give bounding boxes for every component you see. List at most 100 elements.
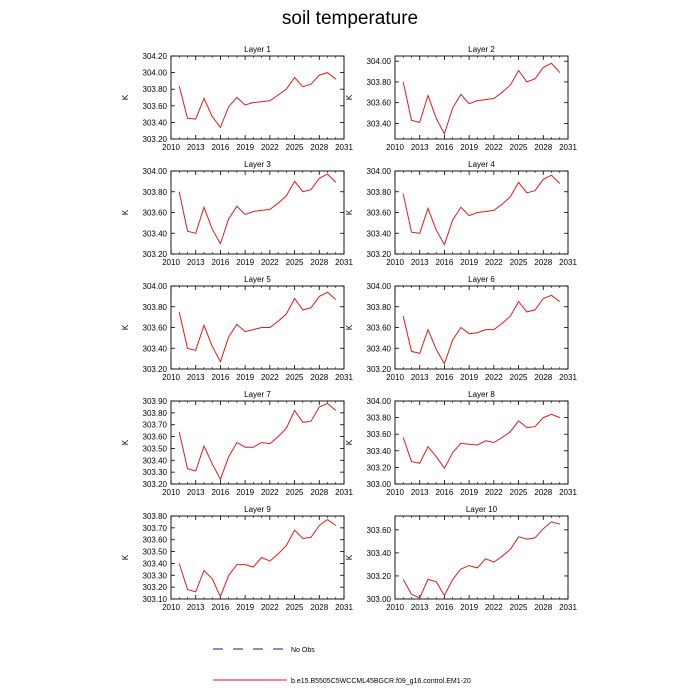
series-line — [402, 413, 560, 470]
x-tick-label: 2013 — [187, 143, 205, 152]
panel-title: Layer 3 — [244, 160, 271, 169]
y-tick-label: 303.80 — [367, 188, 392, 197]
y-tick-label: 303.60 — [143, 324, 168, 333]
y-tick-label: 303.80 — [143, 512, 168, 521]
y-tick-label: 303.00 — [367, 480, 392, 489]
x-tick-label: 2031 — [335, 143, 353, 152]
x-tick-label: 2019 — [236, 258, 254, 267]
y-tick-label: 303.50 — [143, 548, 168, 557]
chart-panel-2: Layer 2 K 2010 2013 2016 2019 2022 2025 2028 2031… — [345, 45, 577, 152]
y-tick-label: 303.30 — [143, 571, 168, 580]
x-tick-label: 2010 — [162, 258, 180, 267]
x-tick-label: 2028 — [310, 143, 328, 152]
x-tick-label: 2010 — [386, 603, 404, 612]
x-tick-label: 2025 — [286, 258, 304, 267]
x-tick-label: 2016 — [212, 258, 230, 267]
x-tick-label: 2022 — [485, 603, 503, 612]
legend-label-model: b.e15.B5505C5WCCML45BGCR.f09_g16.control… — [291, 678, 471, 685]
y-axis-label: K — [121, 554, 130, 560]
x-tick-label: 2013 — [187, 258, 205, 267]
x-tick-label: 2013 — [411, 258, 429, 267]
x-tick-label: 2031 — [559, 373, 577, 382]
plot-frame — [170, 55, 345, 140]
y-tick-label: 303.20 — [367, 250, 392, 259]
x-tick-label: 2031 — [335, 488, 353, 497]
panel-title: Layer 9 — [244, 505, 271, 514]
x-tick-label: 2016 — [436, 143, 454, 152]
y-tick-label: 303.20 — [143, 250, 168, 259]
panel-title: Layer 10 — [466, 505, 498, 514]
y-axis-label: K — [121, 209, 130, 215]
chart-panel-3: Layer 3 K 2010 2013 2016 2019 2022 2025 2028 2031… — [121, 160, 353, 267]
x-tick-label: 2031 — [559, 143, 577, 152]
x-tick-label: 2010 — [162, 373, 180, 382]
x-tick-label: 2010 — [162, 603, 180, 612]
series-line — [178, 173, 337, 245]
legend: No Obs b.e15.B5505C5WCCML45BGCR.f09_g16.c… — [213, 647, 471, 685]
y-tick-label: 304.00 — [367, 282, 392, 291]
x-tick-label: 2016 — [436, 488, 454, 497]
y-tick-label: 303.60 — [367, 99, 392, 108]
x-tick-label: 2016 — [436, 603, 454, 612]
y-axis-label: K — [121, 439, 130, 445]
x-tick-label: 2013 — [411, 603, 429, 612]
page-title: soil temperature — [281, 8, 419, 29]
x-tick-label: 2019 — [236, 488, 254, 497]
x-tick-label: 2010 — [386, 143, 404, 152]
y-tick-label: 303.10 — [143, 595, 168, 604]
series-line — [178, 518, 337, 598]
y-tick-label: 303.40 — [143, 229, 168, 238]
x-tick-label: 2031 — [559, 488, 577, 497]
x-tick-label: 2016 — [436, 373, 454, 382]
y-tick-label: 303.30 — [143, 468, 168, 477]
x-tick-label: 2028 — [534, 373, 552, 382]
y-tick-label: 304.00 — [143, 282, 168, 291]
y-tick-label: 303.60 — [367, 430, 392, 439]
x-tick-label: 2010 — [162, 143, 180, 152]
x-tick-label: 2013 — [411, 143, 429, 152]
y-tick-label: 303.40 — [367, 119, 392, 128]
chart-panel-5: Layer 5 K 2010 2013 2016 2019 2022 2025 2028 2031… — [121, 275, 353, 382]
x-tick-label: 2022 — [261, 143, 279, 152]
y-tick-label: 303.70 — [143, 524, 168, 533]
y-tick-label: 303.60 — [367, 209, 392, 218]
x-tick-label: 2022 — [485, 488, 503, 497]
x-tick-label: 2019 — [460, 258, 478, 267]
x-tick-label: 2019 — [236, 373, 254, 382]
y-tick-label: 303.20 — [367, 365, 392, 374]
chart-panel-7: Layer 7 K 2010 2013 2016 2019 2022 2025 2028 2031… — [121, 390, 353, 497]
x-tick-label: 2010 — [386, 373, 404, 382]
y-tick-label: 303.80 — [143, 85, 168, 94]
y-tick-label: 304.00 — [367, 397, 392, 406]
chart-panel-8: Layer 8 K 2010 2013 2016 2019 2022 2025 2028 2031… — [345, 390, 577, 497]
x-tick-label: 2025 — [510, 603, 528, 612]
x-tick-label: 2025 — [510, 488, 528, 497]
y-tick-label: 303.80 — [143, 303, 168, 312]
y-tick-label: 303.60 — [143, 536, 168, 545]
series-line — [402, 174, 561, 246]
x-tick-label: 2019 — [460, 143, 478, 152]
series-line — [402, 294, 561, 366]
x-tick-label: 2019 — [236, 143, 254, 152]
x-tick-label: 2010 — [386, 488, 404, 497]
chart-panel-6: Layer 6 K 2010 2013 2016 2019 2022 2025 2028 2031… — [345, 275, 577, 382]
x-tick-label: 2010 — [386, 258, 404, 267]
x-tick-label: 2028 — [310, 603, 328, 612]
plot-frame — [170, 170, 345, 255]
plot-frame — [394, 400, 569, 485]
y-tick-label: 304.00 — [367, 167, 392, 176]
y-axis-label: K — [345, 439, 354, 445]
chart-panel-10: Layer 10 K 2010 2013 2016 2019 2022 2025 2028 203… — [345, 505, 577, 612]
y-tick-label: 303.50 — [143, 444, 168, 453]
x-tick-label: 2013 — [187, 603, 205, 612]
y-tick-label: 303.40 — [367, 229, 392, 238]
x-tick-label: 2031 — [335, 258, 353, 267]
x-tick-label: 2019 — [460, 373, 478, 382]
x-tick-label: 2022 — [261, 373, 279, 382]
plot-frame — [394, 55, 569, 140]
x-tick-label: 2019 — [460, 603, 478, 612]
y-tick-label: 303.20 — [143, 480, 168, 489]
x-tick-label: 2022 — [261, 488, 279, 497]
y-tick-label: 303.40 — [143, 118, 168, 127]
plot-frame — [394, 285, 569, 370]
